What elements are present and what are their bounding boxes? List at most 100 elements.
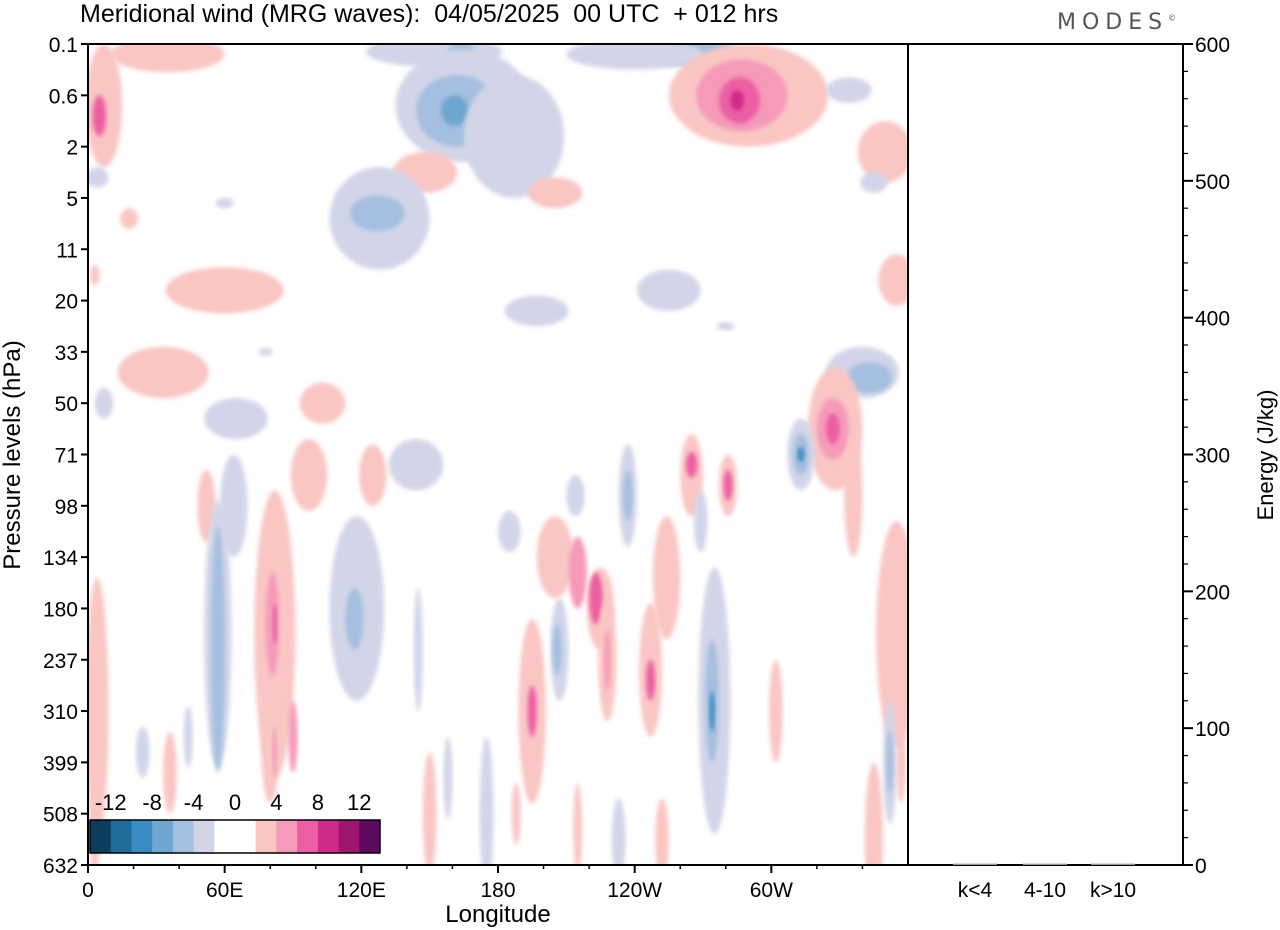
contour-blob-neg-mid xyxy=(345,587,364,650)
contour-blob-pos-strong xyxy=(685,451,698,478)
x-tick-label: 120W xyxy=(607,879,662,902)
x-tick-label: 120E xyxy=(337,879,386,902)
contour-blob-neg-light xyxy=(204,398,268,440)
energy-category-label: 4-10 xyxy=(1024,879,1066,902)
colorbar-swatch xyxy=(193,820,215,853)
contour-blob-pos-light xyxy=(844,433,863,558)
y-tick-label: 310 xyxy=(43,701,78,724)
y-tick-label: 134 xyxy=(43,547,78,570)
contour-blob-pos-light xyxy=(857,120,908,183)
energy-tick-label: 500 xyxy=(1195,171,1230,194)
contour-blob-neg-light xyxy=(463,74,565,198)
y-tick-label: 632 xyxy=(43,855,78,878)
contour-blob-neg-light xyxy=(860,172,888,193)
energy-tick-label: 100 xyxy=(1195,718,1230,741)
contour-blob-neg-deep xyxy=(797,446,805,463)
x-axis-label: Longitude xyxy=(445,901,550,928)
contour-blob-pos-light xyxy=(573,782,583,865)
contour-blob-neg-light xyxy=(693,490,708,552)
contour-blob-neg-light xyxy=(220,454,248,558)
colorbar-swatch xyxy=(110,820,132,853)
contour-blob-pos-light xyxy=(864,762,883,865)
contour-blob-pos-strong xyxy=(589,572,603,624)
energy-tick-label: 600 xyxy=(1195,34,1230,57)
brand-mark: © xyxy=(1168,13,1177,23)
contour-blob-neg-mid xyxy=(623,469,633,522)
contour-blob-neg-light xyxy=(566,475,585,517)
contour-blob-pos-light xyxy=(527,177,583,209)
contour-blob-pos-light xyxy=(165,267,284,314)
colorbar-swatch xyxy=(214,820,236,853)
colorbar-swatch xyxy=(90,820,112,853)
chart-title: Meridional wind (MRG waves): 04/05/2025 … xyxy=(80,0,779,28)
contour-blob-neg-mid xyxy=(886,731,894,794)
contour-blob-neg-light xyxy=(443,736,453,819)
contour-blob-neg-mid xyxy=(211,526,225,773)
x-tick-label: 60E xyxy=(206,879,243,902)
x-tick-label: 180 xyxy=(480,879,515,902)
colorbar-swatch xyxy=(317,820,340,853)
contour-blob-pos-strong xyxy=(723,469,733,501)
contour-blob-neg-mid xyxy=(846,362,893,393)
energy-frame xyxy=(907,43,1184,866)
contour-blob-pos-strong xyxy=(272,603,278,645)
contour-blob-pos-light xyxy=(655,798,669,865)
contour-blob-neg-light xyxy=(413,587,423,712)
colorbar-tick-label: 0 xyxy=(229,790,241,815)
y-tick-label: 508 xyxy=(43,804,78,827)
contour-blob-neg-mid xyxy=(349,195,405,232)
contour-layer xyxy=(88,44,908,865)
contour-blob-pos-light xyxy=(422,752,437,865)
contour-blob-neg-light xyxy=(566,44,703,70)
contour-blob-pos-light xyxy=(299,382,346,424)
contour-blob-neg-mid xyxy=(552,623,562,676)
contour-blob-pos-light xyxy=(536,516,574,599)
contour-blob-neg-light xyxy=(88,167,109,188)
contour-blob-neg-light xyxy=(135,726,150,778)
y-tick-label: 180 xyxy=(43,598,78,621)
y-tick-label: 33 xyxy=(55,342,78,365)
colorbar-tick-label: 4 xyxy=(270,790,282,815)
colorbar: -12 -8 -4 0 4 8 12 xyxy=(89,790,381,854)
energy-tick-label: 0 xyxy=(1195,855,1207,878)
colorbar-tick-label: 8 xyxy=(312,790,324,815)
contour-blob-neg-strong xyxy=(441,95,469,127)
contour-blob-neg-deep xyxy=(709,690,715,732)
y-tick-label: 20 xyxy=(55,291,78,314)
contour-blob-pos-mid xyxy=(603,628,611,691)
colorbar-swatch xyxy=(297,820,319,853)
colorbar-swatch xyxy=(131,820,153,853)
contour-blob-pos-deep xyxy=(730,90,745,111)
contour-blob-pos-light xyxy=(163,731,177,814)
energy-category-label: k<4 xyxy=(958,879,993,902)
contour-blob-pos-light xyxy=(88,577,109,845)
y-axis-label: Pressure levels (hPa) xyxy=(0,340,26,569)
contour-blob-pos-light xyxy=(110,44,225,73)
contour-blob-neg-light xyxy=(388,439,444,491)
contour-blob-neg-light xyxy=(826,77,872,104)
energy-bar xyxy=(1023,863,1067,865)
colorbar-swatch xyxy=(359,820,381,853)
energy-panel: 0 100 200 300 400 500 600 k<4 4-10 k>10 xyxy=(907,34,1230,902)
contour-blob-neg-light xyxy=(183,705,193,768)
y-tick-label: 5 xyxy=(66,188,78,211)
y-tick-label: 2 xyxy=(66,137,78,160)
contour-blob-pos-strong xyxy=(826,413,840,445)
colorbar-tick-label: -4 xyxy=(184,790,204,815)
contour-blob-pos-strong xyxy=(646,659,656,701)
contour-blob-neg-light xyxy=(479,736,494,865)
contour-blob-neg-light xyxy=(215,197,234,209)
colorbar-frame xyxy=(89,819,381,854)
colorbar-swatch xyxy=(172,820,195,853)
contour-blob-pos-light xyxy=(878,254,908,306)
contour-blob-pos-light xyxy=(769,659,783,763)
contour-blob-neg-light xyxy=(611,798,626,865)
y-tick-label: 399 xyxy=(43,752,78,775)
energy-category-label: k>10 xyxy=(1090,879,1136,902)
colorbar-swatch xyxy=(255,820,277,853)
contour-blob-neg-light xyxy=(258,347,273,356)
y-tick-label: 50 xyxy=(55,393,78,416)
contour-blob-pos-strong xyxy=(527,685,537,737)
contour-blob-pos-light xyxy=(511,782,521,845)
